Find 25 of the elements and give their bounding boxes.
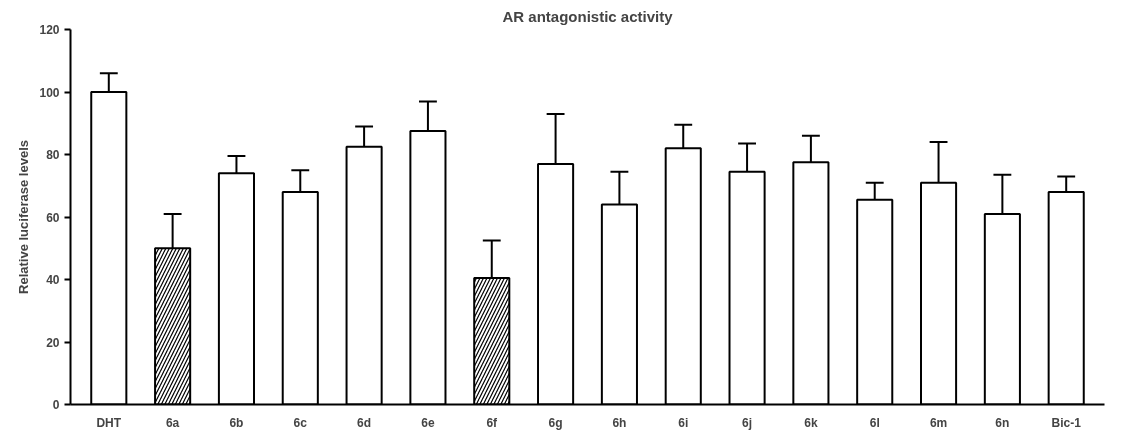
y-tick-label: 20 bbox=[46, 335, 60, 350]
y-tick-label: 40 bbox=[46, 273, 60, 287]
x-tick-label: 6f bbox=[486, 415, 499, 430]
x-tick-label: Bic-1 bbox=[1051, 415, 1082, 430]
x-tick-label: 6i bbox=[678, 415, 689, 430]
y-tick-label: 0 bbox=[52, 398, 60, 412]
x-tick-label: 6g bbox=[548, 415, 563, 430]
y-axis-title: Relative luciferase levels bbox=[16, 140, 32, 294]
x-tick-label: 6e bbox=[421, 415, 435, 430]
x-tick-label: 6n bbox=[995, 415, 1010, 430]
x-tick-label: 6k bbox=[804, 415, 818, 430]
y-tick-label: 120 bbox=[39, 23, 60, 37]
x-tick-label: 6m bbox=[929, 415, 948, 430]
x-tick-label: 6d bbox=[357, 415, 372, 430]
y-tick-label: 60 bbox=[46, 210, 60, 225]
x-tick-label: 6c bbox=[293, 415, 308, 430]
x-tick-label: 6j bbox=[742, 415, 753, 430]
x-tick-label: 6a bbox=[165, 415, 180, 430]
x-tick-label: DHT bbox=[96, 415, 122, 430]
x-tick-label: 6b bbox=[229, 415, 244, 430]
x-tick-label: 6h bbox=[612, 415, 627, 430]
y-tick-label: 100 bbox=[39, 85, 60, 100]
y-tick-label: 80 bbox=[46, 148, 60, 162]
x-tick-label: 6l bbox=[869, 415, 880, 430]
chart-title: AR antagonistic activity bbox=[502, 7, 674, 25]
